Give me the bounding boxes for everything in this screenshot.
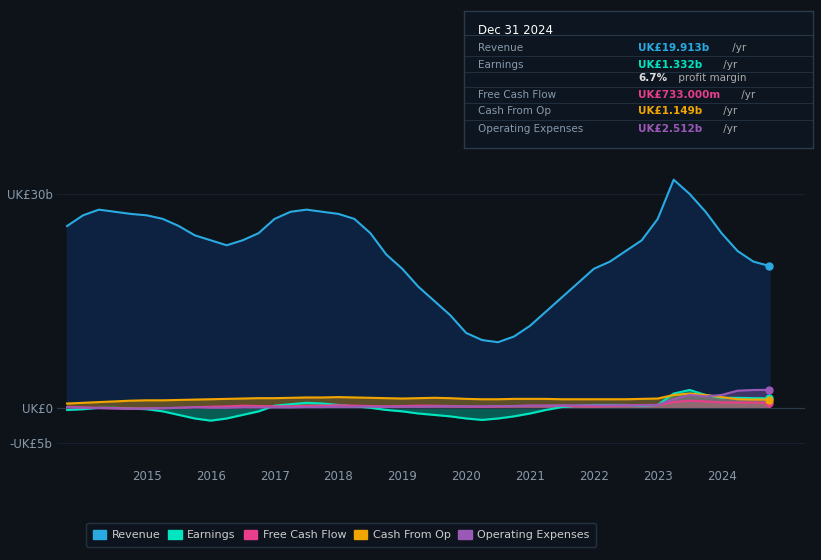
Text: Operating Expenses: Operating Expenses (478, 124, 583, 134)
Text: /yr: /yr (720, 124, 737, 134)
Text: /yr: /yr (720, 60, 737, 69)
Text: profit margin: profit margin (675, 73, 746, 83)
Text: 6.7%: 6.7% (639, 73, 667, 83)
Text: Dec 31 2024: Dec 31 2024 (478, 24, 553, 36)
Text: /yr: /yr (720, 106, 737, 116)
Text: Free Cash Flow: Free Cash Flow (478, 90, 556, 100)
Text: UK£1.332b: UK£1.332b (639, 60, 703, 69)
Text: /yr: /yr (729, 43, 746, 53)
Text: Cash From Op: Cash From Op (478, 106, 551, 116)
Legend: Revenue, Earnings, Free Cash Flow, Cash From Op, Operating Expenses: Revenue, Earnings, Free Cash Flow, Cash … (86, 523, 596, 547)
Text: UK£2.512b: UK£2.512b (639, 124, 703, 134)
Text: Revenue: Revenue (478, 43, 523, 53)
Text: /yr: /yr (738, 90, 755, 100)
Text: UK£19.913b: UK£19.913b (639, 43, 709, 53)
Text: UK£1.149b: UK£1.149b (639, 106, 703, 116)
Text: Earnings: Earnings (478, 60, 523, 69)
Text: UK£733.000m: UK£733.000m (639, 90, 721, 100)
